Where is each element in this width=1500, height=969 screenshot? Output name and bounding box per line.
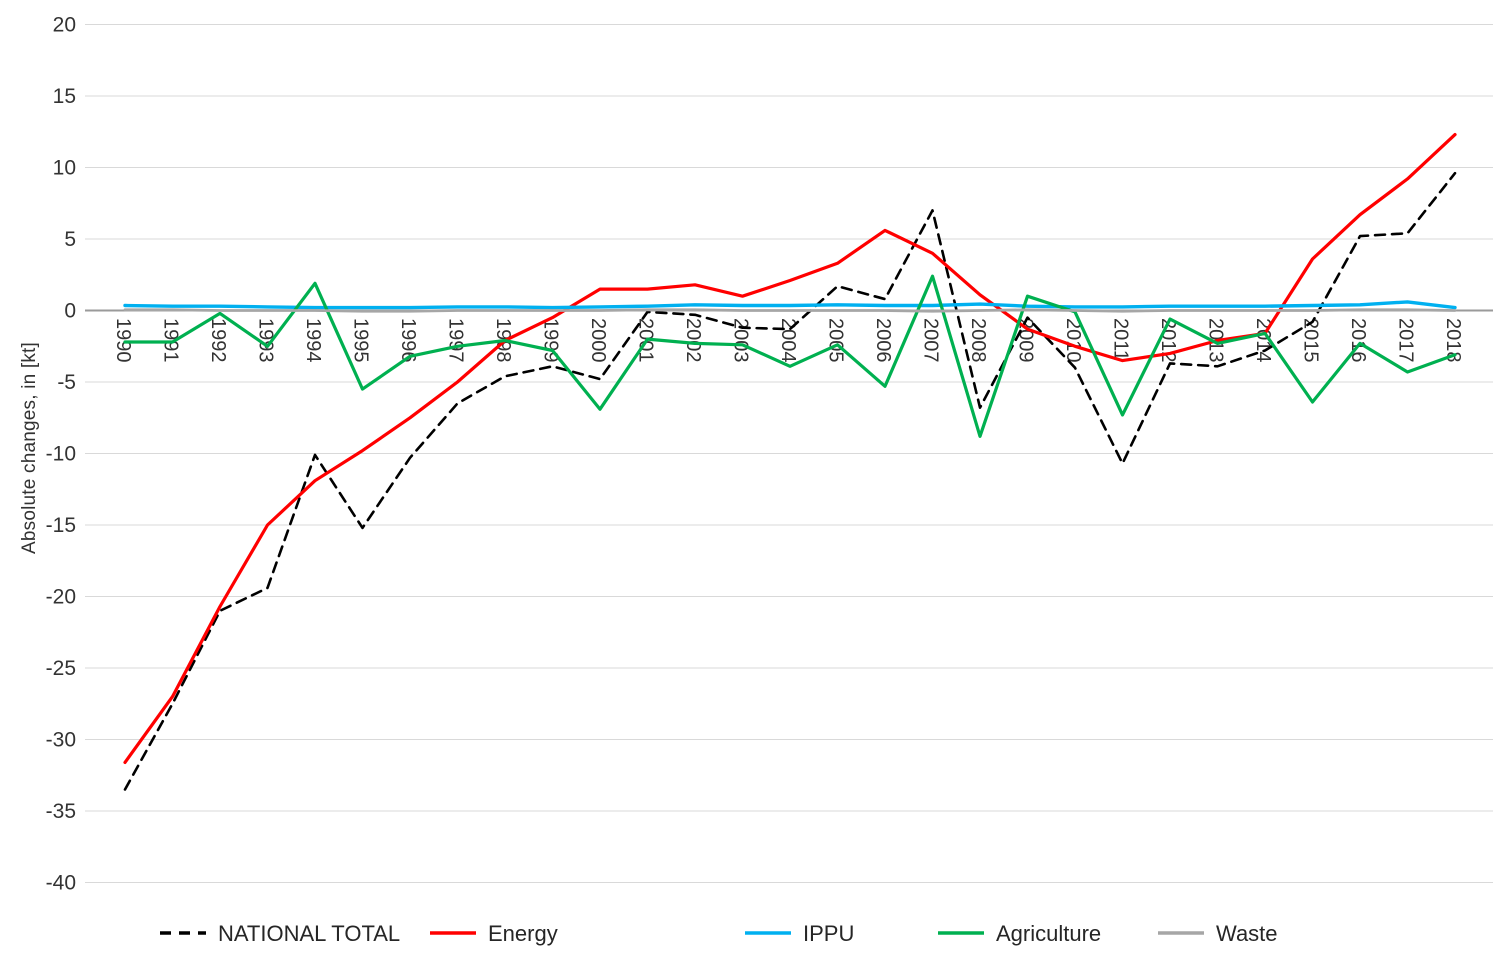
x-year-label: 1995 (350, 318, 372, 363)
series-group (123, 133, 1457, 791)
x-year-label: 2006 (872, 318, 894, 363)
x-year-label: 2015 (1300, 318, 1322, 363)
y-tick-label: 20 (53, 14, 76, 37)
x-axis-year-labels: 1990 1991 1992 1993 1994 1995 1996 1997 1998 1999… (112, 318, 1464, 363)
legend-item-ippu: IPPU (745, 921, 854, 946)
series-line-energy (123, 133, 1457, 765)
legend-item-national-total: NATIONAL TOTAL (160, 921, 400, 946)
legend-item-waste: Waste (1158, 921, 1278, 946)
y-tick-label: -20 (46, 586, 76, 609)
x-year-label: 2002 (682, 318, 704, 363)
x-year-label: 1994 (302, 318, 324, 363)
x-year-label: 2007 (920, 318, 942, 363)
series-line-national-total (123, 171, 1457, 791)
y-tick-label: -30 (46, 729, 76, 752)
x-year-label: 1993 (255, 318, 277, 363)
legend-item-agriculture: Agriculture (938, 921, 1101, 946)
series-line-ippu (123, 300, 1457, 310)
x-year-label: 2010 (1062, 318, 1084, 363)
x-year-label: 1991 (160, 318, 182, 363)
y-tick-label: 15 (53, 85, 76, 108)
legend-label: Agriculture (996, 921, 1101, 946)
series-line-waste (123, 308, 1457, 313)
x-year-label: 2005 (825, 318, 847, 363)
x-year-label: 1990 (112, 318, 134, 363)
y-tick-label: 0 (64, 300, 76, 323)
x-year-label: 1992 (207, 318, 229, 363)
legend-item-energy: Energy (430, 921, 558, 946)
x-year-label: 2003 (730, 318, 752, 363)
legend-label: Energy (488, 921, 558, 946)
x-year-label: 2017 (1395, 318, 1417, 363)
gridlines-group (85, 24, 1493, 883)
legend-label: IPPU (803, 921, 854, 946)
y-tick-label: -10 (46, 443, 76, 466)
y-tick-label: -40 (46, 872, 76, 895)
y-axis-tick-labels: 20 15 10 5 0 -5 -10 -15 -20 -25 -30 -35 -40 (46, 14, 76, 895)
x-year-label: 2011 (1110, 318, 1132, 361)
y-tick-label: -25 (46, 657, 76, 680)
y-axis-title: Absolute changes, in [kt] (19, 341, 40, 555)
x-year-label: 2018 (1442, 318, 1464, 363)
y-tick-label: 5 (64, 228, 76, 251)
legend-label: NATIONAL TOTAL (218, 921, 400, 946)
y-tick-label: -5 (57, 371, 76, 394)
y-tick-label: 10 (53, 157, 76, 180)
y-tick-label: -15 (46, 514, 76, 537)
x-year-label: 2000 (587, 318, 609, 363)
y-tick-label: -35 (46, 800, 76, 823)
x-year-label: 1996 (397, 318, 419, 363)
legend-label: Waste (1216, 921, 1278, 946)
x-year-label: 1997 (445, 318, 467, 363)
legend: NATIONAL TOTAL Energy IPPU Agriculture Waste (160, 921, 1278, 946)
x-year-label: 2008 (967, 318, 989, 363)
x-year-label: 1999 (540, 318, 562, 363)
series-line-agriculture (123, 274, 1457, 438)
